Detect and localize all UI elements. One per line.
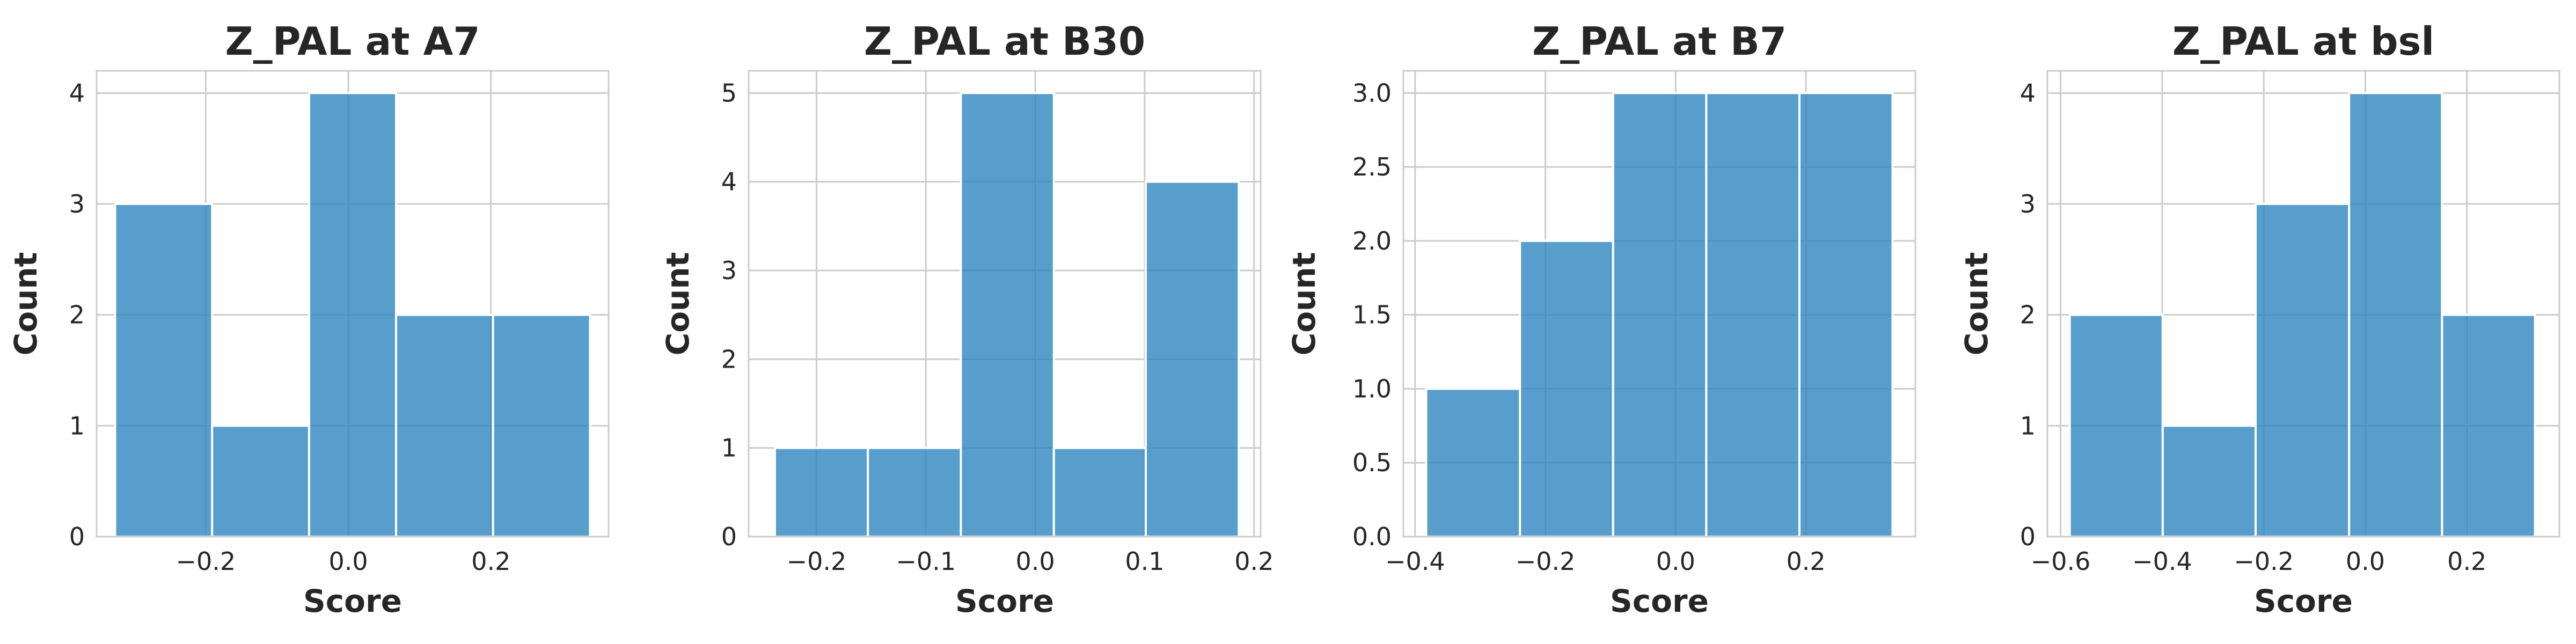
y-tick-label: 1 xyxy=(69,411,85,440)
x-tick-label: 0.0 xyxy=(328,547,368,576)
histogram-bar xyxy=(867,447,962,538)
histogram-bar xyxy=(1144,180,1240,538)
plot-frame xyxy=(1402,70,1916,538)
y-tick-label: 2.0 xyxy=(1352,226,1392,255)
x-tick-label: 0.0 xyxy=(1656,547,1695,576)
y-axis-label: Count xyxy=(1958,252,1995,356)
y-tick-label: 2 xyxy=(69,301,85,330)
histogram-bar xyxy=(308,92,398,538)
y-tick-label: 2 xyxy=(721,345,737,374)
x-tick-label: −0.2 xyxy=(787,547,847,576)
y-tick-label: 0.0 xyxy=(1352,522,1392,551)
plot-frame xyxy=(96,70,610,538)
x-tick-label: 0.2 xyxy=(471,547,510,576)
y-tick-label: 3 xyxy=(2020,189,2036,218)
chart-title: Z_PAL at B7 xyxy=(1532,19,1787,64)
x-axis-label: Score xyxy=(2254,583,2353,619)
x-axis-label: Score xyxy=(955,583,1054,619)
chart-title: Z_PAL at bsl xyxy=(2172,19,2434,64)
y-tick-label: 4 xyxy=(2020,78,2036,107)
x-tick-label: −0.2 xyxy=(2234,547,2294,576)
y-tick-label: 0 xyxy=(2020,522,2036,551)
y-tick-label: 1.5 xyxy=(1352,301,1392,330)
histogram-bar xyxy=(1519,239,1614,538)
histogram-panel-b7: −0.4 −0.2 0.0 0.2 0.0 0.5 1.0 1.5 2.0 2.5 3.0 Z_PAL… xyxy=(1286,19,1916,619)
histogram-bar xyxy=(2255,203,2351,538)
x-tick-label: −0.6 xyxy=(2031,547,2091,576)
y-tick-label: 2.5 xyxy=(1352,152,1392,181)
y-tick-label: 4 xyxy=(721,167,737,196)
x-tick-label: 0.2 xyxy=(1787,547,1826,576)
x-tick-label: −0.1 xyxy=(896,547,956,576)
y-tick-label: 3 xyxy=(721,256,737,285)
x-tick-label: 0.0 xyxy=(2346,547,2385,576)
y-tick-label: 1.0 xyxy=(1352,374,1392,403)
histogram-bar xyxy=(211,425,310,538)
y-axis-label: Count xyxy=(660,252,696,356)
histogram-panel-b30: −0.2 −0.1 0.0 0.1 0.2 0 1 2 3 4 5 Z_PAL at B30 Score… xyxy=(660,19,1274,619)
histogram-bar xyxy=(960,92,1055,538)
y-tick-label: 0.5 xyxy=(1352,448,1392,477)
x-tick-label: 0.2 xyxy=(1234,547,1274,576)
x-tick-label: −0.2 xyxy=(175,547,236,576)
histogram-bar xyxy=(1798,92,1894,538)
y-tick-label: 0 xyxy=(69,522,85,551)
histogram-bar xyxy=(1705,92,1801,538)
y-tick-label: 3.0 xyxy=(1352,78,1392,107)
x-tick-label: 0.0 xyxy=(1015,547,1055,576)
histogram-bar xyxy=(2441,313,2536,538)
histogram-panel-a7: −0.2 0.0 0.2 0 1 2 3 4 Z_PAL at A7 Score Count xyxy=(8,19,610,619)
y-tick-label: 4 xyxy=(69,78,85,107)
x-axis-label: Score xyxy=(1610,583,1709,619)
x-tick-label: −0.2 xyxy=(1516,547,1576,576)
histogram-bar xyxy=(2068,313,2164,538)
y-tick-label: 5 xyxy=(721,78,737,107)
y-axis-label: Count xyxy=(8,252,44,356)
y-tick-label: 3 xyxy=(69,189,85,218)
plot-frame xyxy=(2046,70,2560,538)
chart-title: Z_PAL at B30 xyxy=(864,19,1145,64)
x-axis-label: Score xyxy=(303,583,402,619)
y-tick-label: 1 xyxy=(2020,411,2036,440)
histogram-bar xyxy=(1425,387,1521,538)
histogram-bar xyxy=(773,447,869,538)
histogram-bar xyxy=(395,313,494,538)
chart-title: Z_PAL at A7 xyxy=(225,19,480,64)
y-axis-label: Count xyxy=(1286,252,1322,356)
histogram-bar xyxy=(2348,92,2443,538)
y-tick-label: 2 xyxy=(2020,301,2036,330)
y-tick-label: 1 xyxy=(721,434,737,463)
histogram-panel-bsl: −0.6 −0.4 −0.2 0.0 0.2 0 1 2 3 4 Z_PAL at bsl Score… xyxy=(1958,19,2560,619)
plot-frame xyxy=(748,70,1262,538)
histogram-bar xyxy=(2161,425,2257,538)
histogram-bar xyxy=(1052,447,1147,538)
y-tick-label: 0 xyxy=(721,522,737,551)
x-tick-label: −0.4 xyxy=(1385,547,1445,576)
histogram-bar xyxy=(1612,92,1708,538)
x-tick-label: 0.1 xyxy=(1125,547,1164,576)
histogram-bar xyxy=(492,313,591,538)
x-tick-label: 0.2 xyxy=(2447,547,2486,576)
histogram-bar xyxy=(114,203,214,538)
x-tick-label: −0.4 xyxy=(2132,547,2192,576)
